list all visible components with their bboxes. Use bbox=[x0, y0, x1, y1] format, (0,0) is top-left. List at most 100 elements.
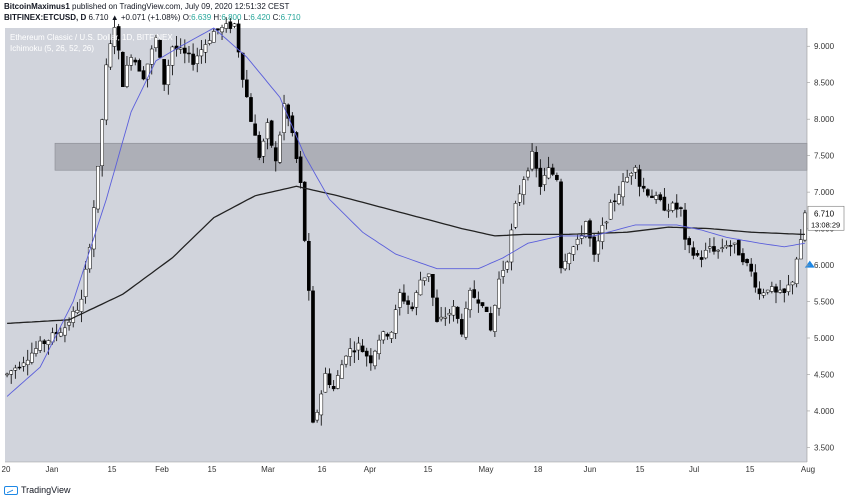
footer: TradingView bbox=[4, 485, 71, 495]
candle-body bbox=[187, 52, 191, 55]
candle-body bbox=[691, 247, 696, 256]
brand-name[interactable]: TradingView bbox=[21, 485, 71, 495]
candle-body bbox=[34, 348, 38, 354]
candle-body bbox=[203, 44, 208, 53]
candle-body bbox=[728, 245, 733, 247]
candle-body bbox=[125, 64, 129, 87]
candle-body bbox=[253, 123, 257, 136]
price-tick-label: 8.500 bbox=[814, 79, 835, 88]
close-label: C: bbox=[272, 13, 281, 22]
candle-body bbox=[257, 134, 262, 158]
candle-body bbox=[778, 289, 782, 293]
candle-body bbox=[116, 26, 121, 51]
indicator-label: Ichimoku (5, 26, 52, 26) bbox=[10, 44, 94, 53]
candle-body bbox=[753, 272, 758, 288]
tradingview-logo-icon bbox=[4, 485, 18, 495]
candle-body bbox=[794, 258, 799, 284]
candle-body bbox=[555, 174, 559, 180]
time-tick-label: Jun bbox=[584, 465, 597, 474]
candle-body bbox=[236, 23, 241, 53]
candle-body bbox=[662, 196, 667, 211]
candle-body bbox=[25, 359, 30, 366]
candle-body bbox=[720, 247, 725, 249]
candle-body bbox=[240, 52, 245, 80]
time-tick-label: 15 bbox=[108, 465, 117, 474]
candle-body bbox=[356, 342, 361, 351]
candle-body bbox=[207, 40, 212, 44]
open-value: 6.639 bbox=[191, 13, 212, 22]
candle-body bbox=[393, 309, 398, 334]
candle-body bbox=[373, 350, 377, 367]
candle-body bbox=[761, 292, 766, 296]
candle-body bbox=[87, 247, 92, 270]
candle-body bbox=[654, 195, 658, 200]
time-axis[interactable]: 20 Jan 15 Feb 15 Mar 16 Apr 15 May 18 Jun 15 Jul 15 Aug bbox=[2, 461, 816, 474]
candle-body bbox=[464, 308, 468, 338]
candle-body bbox=[5, 373, 9, 376]
candle-body bbox=[699, 257, 704, 260]
time-tick-label: May bbox=[478, 465, 493, 474]
candle-body bbox=[294, 132, 299, 159]
candle-body bbox=[100, 119, 104, 166]
candle-body bbox=[488, 313, 493, 331]
change-value: 6.710 ▲ +0.071 (+1.08%) bbox=[88, 13, 181, 22]
candle-body bbox=[741, 253, 745, 263]
candle-body bbox=[377, 339, 381, 355]
candle-body bbox=[559, 181, 563, 269]
candle-body bbox=[96, 165, 100, 210]
candle-body bbox=[9, 370, 14, 375]
author-name[interactable]: BitcoinMaximus1 bbox=[4, 2, 70, 11]
candle-body bbox=[493, 305, 497, 332]
candle-body bbox=[63, 327, 67, 336]
candle-body bbox=[13, 367, 18, 371]
candle-body bbox=[749, 263, 754, 272]
candle-body bbox=[526, 170, 530, 178]
candle-body bbox=[352, 350, 357, 353]
price-tick-label: 3.500 bbox=[814, 443, 835, 452]
series-title: Ethereum Classic / U.S. Dollar, 1D, BITF… bbox=[10, 33, 173, 42]
candle-body bbox=[435, 297, 439, 322]
candle-body bbox=[617, 194, 621, 204]
candle-body bbox=[410, 306, 415, 310]
candle-body bbox=[513, 203, 518, 228]
candle-body bbox=[695, 253, 700, 256]
candle-body bbox=[765, 289, 770, 293]
candle-body bbox=[145, 63, 150, 80]
candle-body bbox=[17, 366, 22, 369]
candle-body bbox=[712, 246, 716, 252]
candle-body bbox=[745, 259, 749, 264]
candle-body bbox=[459, 319, 464, 335]
candle-body bbox=[369, 355, 373, 364]
candle-body bbox=[629, 172, 634, 177]
candle-body bbox=[550, 167, 555, 175]
candle-body bbox=[220, 27, 224, 33]
time-tick-label: 16 bbox=[318, 465, 327, 474]
short-moving-average-line bbox=[6, 27, 805, 397]
candle-body bbox=[389, 331, 394, 339]
candle-body bbox=[344, 355, 348, 365]
candle-body bbox=[646, 189, 650, 196]
publish-info: published on TradingView.com, July 09, 2… bbox=[72, 2, 290, 11]
candle-body bbox=[327, 373, 332, 386]
price-tick-label: 7.500 bbox=[814, 152, 835, 161]
candle-body bbox=[641, 185, 646, 189]
candle-body bbox=[650, 195, 654, 199]
candle-body bbox=[447, 312, 452, 316]
candle-body bbox=[703, 249, 708, 259]
candle-body bbox=[269, 120, 274, 146]
price-axis[interactable]: 9.0008.5008.0007.5007.0006.5006.0005.500… bbox=[806, 28, 835, 462]
candle-body bbox=[216, 28, 220, 31]
candle-body bbox=[183, 47, 187, 54]
plot-area[interactable] bbox=[5, 28, 807, 462]
candle-body bbox=[397, 292, 402, 308]
candle-body bbox=[534, 152, 539, 169]
candle-body bbox=[505, 261, 510, 270]
candle-body bbox=[484, 306, 489, 313]
candle-body bbox=[670, 202, 675, 211]
time-tick-label: 15 bbox=[636, 465, 645, 474]
candle-body bbox=[360, 345, 365, 353]
candle-body bbox=[480, 302, 485, 307]
candles-group bbox=[5, 17, 807, 426]
candle-body bbox=[406, 300, 410, 305]
